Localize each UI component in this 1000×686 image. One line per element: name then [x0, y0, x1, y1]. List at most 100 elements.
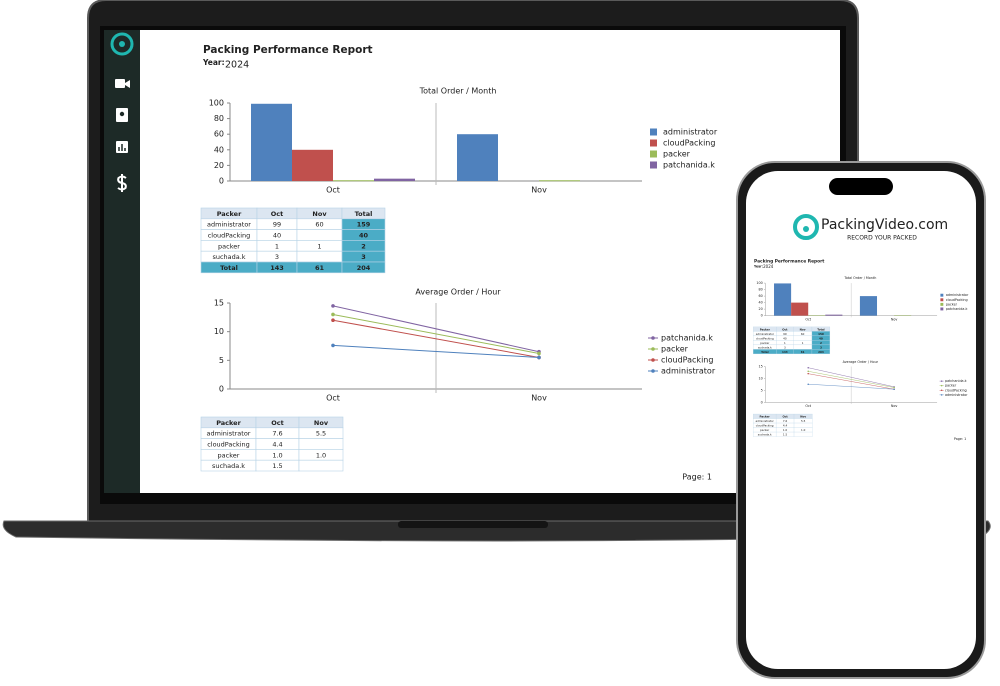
bar	[292, 149, 333, 181]
laptop-notch	[398, 521, 548, 528]
x-tick-label: Oct	[326, 186, 340, 195]
legend-label: cloudPacking	[663, 139, 715, 148]
row-cell-text: 3	[361, 253, 366, 261]
legend-label: packer	[661, 345, 689, 354]
video-icon[interactable]	[115, 79, 125, 88]
header-cell-text: Oct	[782, 414, 788, 418]
header-cell-text: Oct	[782, 327, 788, 331]
row-cell-text: 1	[317, 242, 321, 250]
header-cell-text: Packer	[216, 419, 241, 427]
page-number: Page: 1	[682, 473, 712, 482]
legend-swatch	[650, 161, 657, 169]
row-cell-text: 99	[273, 221, 281, 229]
line	[808, 371, 895, 388]
video-icon-lens	[125, 80, 130, 88]
row-cell-text: packer	[760, 341, 770, 345]
line	[808, 367, 895, 388]
y-tick-label: 80	[214, 114, 224, 123]
legend-label: cloudPacking	[945, 388, 967, 392]
point	[331, 343, 335, 348]
point	[331, 318, 335, 323]
table-cell	[298, 438, 344, 450]
header-cell-text: Total	[817, 327, 824, 331]
row-cell-text: cloudPacking	[207, 441, 250, 449]
row-cell-text: 40	[359, 232, 369, 240]
phone-screen	[746, 171, 976, 669]
phone-logo-text: PackingVideo.com	[821, 217, 948, 233]
phone-logo-icon	[793, 214, 819, 240]
x-tick-label: Nov	[891, 317, 898, 321]
table-cell	[341, 261, 386, 274]
header-cell-text: Packer	[760, 414, 771, 418]
chart-title: Total Order / Month	[843, 276, 876, 280]
x-tick-label: Nov	[531, 186, 547, 195]
row-cell-text: 159	[818, 332, 824, 336]
y-tick-label: 10	[759, 376, 763, 380]
point	[807, 366, 809, 369]
legend-label: administrator	[661, 367, 716, 376]
x-tick-label: Oct	[805, 317, 811, 321]
y-tick-label: 0	[761, 400, 763, 404]
report-title: Packing Performance Report	[754, 259, 824, 265]
report-title: Packing Performance Report	[203, 44, 373, 56]
year-label: Year:	[202, 58, 225, 67]
footer-cell-text: 61	[315, 264, 325, 272]
y-tick-label: 10	[214, 327, 224, 336]
bar	[374, 178, 415, 181]
row-cell-text: 1.5	[272, 462, 282, 470]
row-cell-text: 4.4	[783, 424, 788, 428]
header-cell-text: Packer	[217, 210, 242, 218]
row-cell-text: cloudPacking	[756, 336, 774, 340]
legend-swatch	[650, 139, 657, 147]
x-tick-label: Nov	[531, 394, 547, 403]
row-cell-text: 1.0	[272, 451, 282, 459]
y-tick-label: 20	[759, 307, 763, 311]
line	[332, 344, 540, 358]
row-cell-text: 3	[275, 253, 279, 261]
sidebar	[104, 30, 140, 493]
row-cell-text: 7.6	[783, 419, 788, 423]
y-tick-label: 5	[219, 356, 224, 365]
line	[332, 319, 540, 358]
row-cell-text: 40	[783, 336, 787, 340]
header-cell-text: Oct	[271, 419, 284, 427]
row-cell-text: 2	[820, 341, 822, 345]
billing-icon[interactable]	[117, 174, 127, 192]
row-cell-text: 1	[275, 242, 279, 250]
footer-cell-text: 61	[801, 350, 805, 354]
point	[331, 312, 335, 317]
legend-label: packer	[945, 384, 957, 388]
legend-swatch	[940, 307, 944, 311]
bar	[251, 103, 292, 181]
row-cell-text: 1.0	[783, 428, 788, 432]
header-cell-text: Packer	[760, 327, 771, 331]
point	[807, 372, 809, 375]
header-cell-text: Nov	[314, 419, 329, 427]
phone-logo-dot	[803, 226, 809, 232]
row-cell-text: 40	[819, 336, 823, 340]
row-cell-text: 1.0	[316, 451, 326, 459]
legend-marker	[651, 347, 655, 351]
row-cell-text: 5.5	[801, 419, 806, 423]
legend-marker	[940, 384, 943, 387]
legend-label: cloudPacking	[661, 356, 713, 365]
row-cell-text: suchada.k	[758, 433, 772, 437]
line	[808, 373, 895, 390]
y-tick-label: 40	[759, 301, 763, 305]
y-tick-label: 15	[214, 299, 224, 308]
x-tick-label: Oct	[805, 404, 811, 408]
table-cell	[296, 250, 343, 263]
table-cell	[793, 422, 813, 428]
y-tick-label: 60	[214, 130, 224, 139]
legend-label: cloudPacking	[946, 298, 968, 302]
legend-marker	[940, 380, 943, 382]
y-tick-label: 60	[759, 294, 763, 298]
x-tick-label: Nov	[891, 404, 898, 408]
footer-cell-text: 143	[782, 350, 788, 354]
row-cell-text: cloudPacking	[208, 232, 251, 240]
point	[807, 383, 809, 385]
legend-marker	[651, 336, 655, 340]
row-cell-text: administrator	[207, 430, 251, 438]
logo-icon[interactable]	[110, 32, 134, 56]
row-cell-text: 1	[802, 341, 804, 345]
